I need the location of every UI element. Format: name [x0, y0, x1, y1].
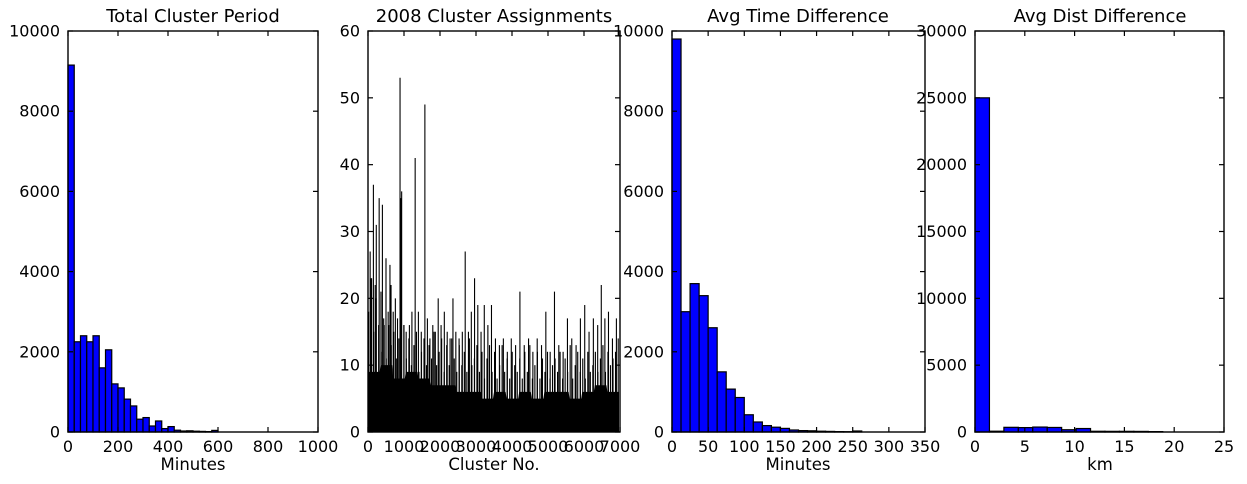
svg-text:0: 0	[957, 423, 967, 442]
avg-time-difference-plot-area: 0 50 100 150 200 250 300 350 0 2000 4000 6000 8000 10…	[613, 22, 940, 457]
chart-total-cluster-period-title: Total Cluster Period	[106, 6, 280, 27]
cluster-assignments-xaxis-label: Cluster No.	[448, 455, 540, 474]
svg-text:0: 0	[667, 437, 677, 456]
svg-text:0: 0	[50, 423, 60, 442]
svg-text:4000: 4000	[623, 262, 664, 281]
svg-text:600: 600	[203, 437, 234, 456]
svg-text:1000: 1000	[298, 437, 339, 456]
svg-text:200: 200	[103, 437, 134, 456]
svg-text:5: 5	[1020, 437, 1030, 456]
svg-text:5000: 5000	[926, 356, 967, 375]
svg-text:200: 200	[801, 437, 832, 456]
svg-text:8000: 8000	[623, 102, 664, 121]
svg-text:400: 400	[153, 437, 184, 456]
svg-text:10000: 10000	[9, 22, 60, 41]
svg-text:6000: 6000	[564, 437, 605, 456]
svg-text:2000: 2000	[623, 342, 664, 361]
total-cluster-period-xaxis-label: Minutes	[160, 455, 226, 474]
svg-text:3000: 3000	[456, 437, 497, 456]
svg-text:100: 100	[729, 437, 760, 456]
svg-text:30000: 30000	[916, 22, 967, 41]
svg-text:4000: 4000	[492, 437, 533, 456]
avg-dist-difference-plot-area: 0 5 10 15 20 25 0 5000 10000 15000 20000 25000 30000	[916, 22, 1234, 457]
svg-text:30: 30	[340, 222, 360, 241]
svg-text:25: 25	[1214, 437, 1234, 456]
svg-text:10: 10	[340, 356, 360, 375]
svg-text:6000: 6000	[623, 182, 664, 201]
svg-text:0: 0	[63, 437, 73, 456]
svg-text:150: 150	[765, 437, 796, 456]
chart-avg-time-difference-title: Avg Time Difference	[707, 6, 889, 27]
svg-text:250: 250	[837, 437, 868, 456]
svg-text:10000: 10000	[613, 22, 664, 41]
svg-text:7000: 7000	[600, 437, 641, 456]
chart-avg-dist-difference-title: Avg Dist Difference	[1013, 6, 1187, 27]
svg-text:15000: 15000	[916, 222, 967, 241]
svg-text:2000: 2000	[19, 342, 60, 361]
avg-dist-difference-xaxis-label: km	[1087, 455, 1113, 474]
svg-text:8000: 8000	[19, 102, 60, 121]
svg-text:800: 800	[253, 437, 284, 456]
svg-text:1000: 1000	[384, 437, 425, 456]
svg-text:4000: 4000	[19, 262, 60, 281]
svg-text:5000: 5000	[528, 437, 569, 456]
svg-text:60: 60	[340, 22, 360, 41]
svg-text:50: 50	[698, 437, 718, 456]
svg-text:350: 350	[910, 437, 941, 456]
svg-text:0: 0	[654, 423, 664, 442]
svg-text:25000: 25000	[916, 88, 967, 107]
avg-time-difference-xaxis-label: Minutes	[765, 455, 831, 474]
svg-text:15: 15	[1114, 437, 1134, 456]
svg-text:40: 40	[340, 155, 360, 174]
svg-text:20: 20	[1164, 437, 1184, 456]
svg-text:50: 50	[340, 88, 360, 107]
svg-text:2000: 2000	[420, 437, 461, 456]
svg-text:0: 0	[363, 437, 373, 456]
svg-text:10000: 10000	[916, 289, 967, 308]
svg-text:6000: 6000	[19, 182, 60, 201]
svg-text:300: 300	[874, 437, 905, 456]
svg-text:0: 0	[970, 437, 980, 456]
svg-text:10: 10	[1064, 437, 1084, 456]
svg-text:0: 0	[350, 423, 360, 442]
chart-2008-cluster-assignments-title: 2008 Cluster Assignments	[375, 6, 613, 27]
svg-text:20: 20	[340, 289, 360, 308]
svg-text:20000: 20000	[916, 155, 967, 174]
